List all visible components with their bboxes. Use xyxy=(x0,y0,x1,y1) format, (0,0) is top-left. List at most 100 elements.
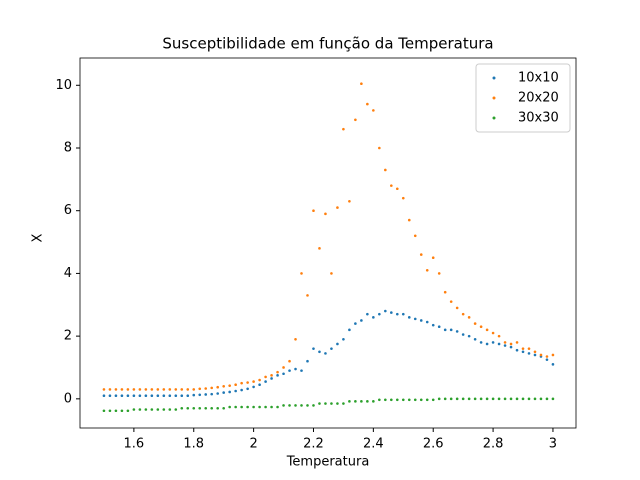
point xyxy=(126,388,130,391)
point xyxy=(156,394,160,398)
point xyxy=(479,325,483,329)
point xyxy=(551,363,555,366)
point xyxy=(156,388,160,391)
point xyxy=(120,388,124,391)
x-axis-label: Temperatura xyxy=(286,455,370,470)
point xyxy=(390,184,393,187)
point xyxy=(401,312,405,316)
legend-label: 20x20 xyxy=(518,91,559,106)
point xyxy=(413,234,417,238)
point xyxy=(384,168,387,172)
point xyxy=(282,404,285,407)
point xyxy=(270,374,273,377)
point xyxy=(366,102,369,106)
point xyxy=(342,402,345,405)
y-tick-label: 2 xyxy=(64,329,72,344)
point xyxy=(264,375,267,379)
point xyxy=(443,397,447,401)
point xyxy=(282,372,285,376)
x-tick-label: 1.8 xyxy=(183,437,204,452)
point xyxy=(306,294,309,297)
point xyxy=(312,404,315,407)
point xyxy=(497,342,501,346)
point xyxy=(234,405,237,409)
point xyxy=(318,247,321,250)
point xyxy=(204,393,208,396)
point xyxy=(144,408,148,411)
point xyxy=(443,328,447,332)
point xyxy=(503,397,507,401)
point xyxy=(395,312,399,316)
point xyxy=(395,187,399,191)
point xyxy=(186,394,190,398)
point xyxy=(306,359,309,363)
legend-label: 30x30 xyxy=(518,111,559,126)
point xyxy=(288,404,291,407)
point xyxy=(491,341,495,344)
point xyxy=(150,388,154,391)
point xyxy=(413,317,417,321)
point xyxy=(120,394,124,398)
x-tick-label: 3 xyxy=(549,437,557,452)
point xyxy=(324,352,327,355)
point xyxy=(252,405,255,409)
point xyxy=(354,118,357,122)
point xyxy=(324,212,327,216)
point xyxy=(390,398,393,402)
legend-marker xyxy=(492,116,496,120)
point xyxy=(258,378,261,382)
point xyxy=(174,408,178,411)
x-tick-label: 2 xyxy=(249,437,257,452)
point xyxy=(473,397,477,401)
point xyxy=(533,353,537,357)
point xyxy=(294,337,297,341)
point xyxy=(503,341,507,344)
point xyxy=(467,334,471,338)
point xyxy=(270,405,273,409)
point xyxy=(545,355,549,358)
point xyxy=(306,404,309,407)
point xyxy=(366,312,369,316)
point xyxy=(551,353,555,357)
point xyxy=(312,347,315,350)
point xyxy=(108,388,112,391)
y-tick-label: 4 xyxy=(64,266,72,281)
point xyxy=(312,209,315,213)
point xyxy=(401,196,405,200)
point xyxy=(437,325,441,329)
point xyxy=(425,320,429,324)
point xyxy=(216,385,219,389)
point xyxy=(264,380,267,383)
point xyxy=(515,348,519,352)
point xyxy=(395,398,399,402)
point xyxy=(288,369,291,372)
point xyxy=(551,397,555,401)
point xyxy=(228,405,231,409)
point xyxy=(222,391,225,394)
point xyxy=(455,306,459,310)
point xyxy=(390,311,393,314)
point xyxy=(222,406,225,410)
point xyxy=(240,388,243,392)
y-axis-label: X xyxy=(31,233,46,242)
point xyxy=(545,397,549,401)
point xyxy=(348,328,351,332)
point xyxy=(258,405,261,409)
point xyxy=(449,397,453,401)
point xyxy=(533,397,537,401)
point xyxy=(527,397,531,401)
point xyxy=(246,405,249,409)
point xyxy=(102,388,106,391)
point xyxy=(437,272,441,275)
x-tick-label: 1.6 xyxy=(124,437,145,452)
point xyxy=(437,397,441,401)
point xyxy=(246,381,249,384)
point xyxy=(461,397,465,401)
point xyxy=(180,388,184,391)
point xyxy=(294,404,297,407)
point xyxy=(455,330,459,333)
point xyxy=(521,397,525,401)
point xyxy=(114,394,118,398)
point xyxy=(372,109,375,112)
